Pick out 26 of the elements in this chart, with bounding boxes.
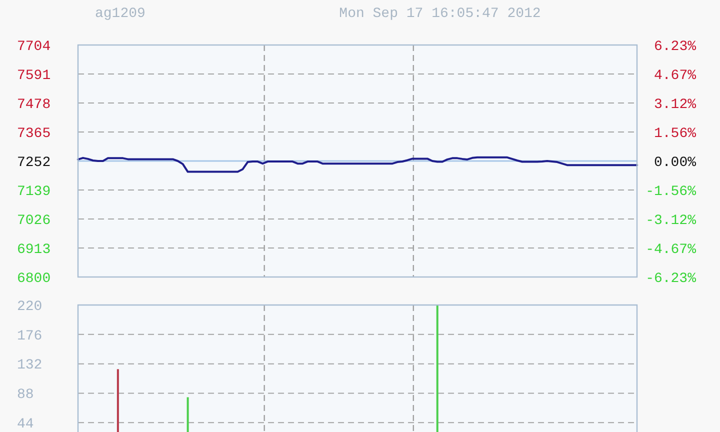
y-tick-label: 6913	[17, 242, 51, 258]
y-tick-label: 7365	[17, 126, 51, 142]
y2-tick-label: -3.12%	[646, 212, 697, 229]
y-tick-label: 6800	[17, 270, 51, 287]
y-tick-label: 88	[17, 387, 34, 404]
y-tick-label: 132	[17, 358, 42, 374]
y2-tick-label: -1.56%	[646, 184, 697, 200]
y2-tick-label: -4.67%	[646, 242, 697, 258]
y2-tick-label: -6.23%	[646, 270, 697, 287]
chart-title: ag1209	[95, 6, 146, 22]
chart-subtitle: Mon Sep 17 16:05:47 2012	[339, 6, 541, 22]
line-series	[77, 156, 638, 173]
y-tick-label: 220	[17, 298, 42, 315]
y2-tick-label: 0.00%	[654, 154, 697, 171]
y-tick-label: 7591	[17, 68, 51, 84]
y2-tick-label: 4.67%	[654, 68, 697, 84]
y-tick-label: 7478	[17, 96, 51, 113]
y-tick-label: 7252	[17, 154, 51, 171]
y2-tick-label: 3.12%	[654, 96, 697, 113]
y2-tick-label: 6.23%	[654, 38, 697, 55]
y-tick-label: 176	[17, 328, 42, 344]
y2-tick-label: 1.56%	[654, 126, 697, 142]
y-tick-label: 7026	[17, 212, 51, 229]
y-tick-label: 44	[17, 416, 34, 432]
y-tick-label: 7139	[17, 184, 51, 200]
y-tick-label: 7704	[17, 38, 51, 55]
